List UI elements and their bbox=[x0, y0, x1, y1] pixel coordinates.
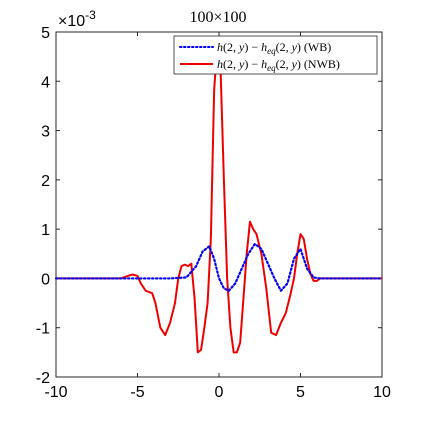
legend-entry-nwb: h(2, y) − heq(2, y) (NWB) bbox=[217, 57, 340, 73]
x-tick-label: -5 bbox=[130, 384, 144, 401]
y-tick-label: -1 bbox=[36, 321, 50, 338]
y-tick-label: 1 bbox=[41, 222, 50, 239]
legend-box bbox=[173, 35, 378, 75]
series-line-nwb bbox=[56, 40, 382, 354]
legend: h(2, y) − heq(2, y) (WB) h(2, y) − heq(2… bbox=[173, 35, 378, 75]
y-tick-label: 0 bbox=[41, 271, 50, 288]
x-tick-label: 10 bbox=[373, 384, 391, 401]
axes-box bbox=[55, 31, 383, 378]
data-series bbox=[54, 40, 384, 354]
y-exponent-label: ×10-3 bbox=[58, 8, 96, 30]
y-tick-label: 2 bbox=[41, 173, 50, 190]
x-tick-label: -10 bbox=[44, 384, 67, 401]
y-tick-label: -2 bbox=[36, 370, 50, 387]
y-tick-label: 5 bbox=[41, 25, 50, 42]
chart-title: 100×100 bbox=[189, 9, 246, 26]
series-line-wb bbox=[54, 242, 384, 292]
y-tick-label: 4 bbox=[41, 74, 50, 91]
legend-entry-wb: h(2, y) − heq(2, y) (WB) bbox=[217, 40, 331, 56]
x-tick-label: 0 bbox=[215, 384, 224, 401]
y-tick-label: 3 bbox=[41, 124, 50, 141]
x-tick-label: 5 bbox=[296, 384, 305, 401]
